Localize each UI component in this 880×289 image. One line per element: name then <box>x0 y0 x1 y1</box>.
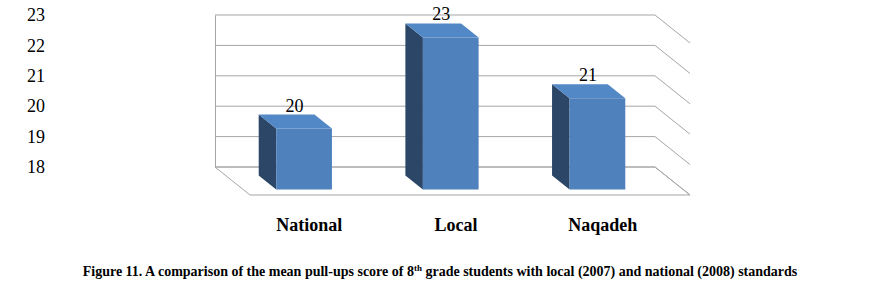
bar-top <box>259 115 332 129</box>
data-label: 23 <box>432 4 450 24</box>
bar-front <box>276 129 332 190</box>
bars <box>259 23 626 189</box>
bar-side <box>552 84 570 189</box>
tick: 19 <box>27 127 215 147</box>
chart: 18 19 20 21 22 23 20 23 21 National Local Naqadeh Fi… <box>0 0 880 289</box>
axis-line <box>215 16 216 168</box>
bar-side <box>405 23 423 189</box>
tick-label: 20 <box>27 96 45 116</box>
labels: 20 23 21 National Local Naqadeh <box>276 4 637 235</box>
tick: 22 <box>27 36 215 56</box>
bar <box>552 84 625 189</box>
tick: 23 <box>27 5 215 25</box>
tick: 20 <box>27 96 215 116</box>
tick: 21 <box>27 66 215 86</box>
category-label: Local <box>435 215 478 235</box>
y-axis: 18 19 20 21 22 23 <box>27 5 216 177</box>
tick-label: 18 <box>27 157 45 177</box>
data-label: 21 <box>579 65 597 85</box>
data-label: 20 <box>286 96 304 116</box>
bar-front <box>423 37 479 189</box>
bar <box>405 23 478 189</box>
tick: 18 <box>27 157 215 177</box>
bar <box>259 115 332 190</box>
title: Figure 11. A comparison of the mean pull… <box>83 263 798 280</box>
tick-label: 23 <box>27 5 45 25</box>
bar-top <box>552 84 625 98</box>
tick-label: 22 <box>27 36 45 56</box>
bar-top <box>405 23 478 37</box>
tick-label: 21 <box>27 66 45 86</box>
grid <box>215 15 690 195</box>
category-label: Naqadeh <box>568 215 637 235</box>
bar-front <box>570 98 626 189</box>
category-label: National <box>276 215 342 235</box>
tick-label: 19 <box>27 127 45 147</box>
